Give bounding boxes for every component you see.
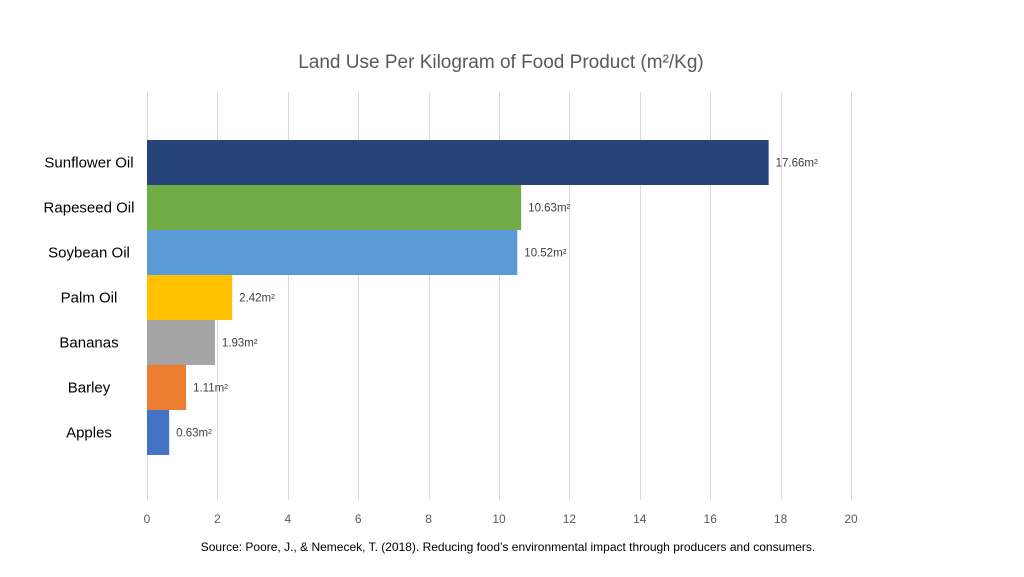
data-label-apples: 0.63m² <box>176 428 212 440</box>
data-label-bananas: 1.93m² <box>222 338 258 350</box>
x-tick-label-0: 0 <box>144 512 151 526</box>
data-label-barley: 1.11m² <box>193 383 228 395</box>
x-axis-ticks: 0 2 4 6 8 10 12 14 16 18 20 <box>144 512 858 526</box>
x-tick-label-16: 16 <box>704 512 718 526</box>
category-label-soybean-oil: Soybean Oil <box>48 245 130 262</box>
data-label-rapeseed-oil: 10.63m² <box>528 203 570 215</box>
bar-soybean-oil <box>147 230 518 275</box>
x-tick-label-2: 2 <box>214 512 221 526</box>
category-label-rapeseed-oil: Rapeseed Oil <box>44 200 135 217</box>
bar-rapeseed-oil <box>147 185 522 230</box>
x-tick-label-10: 10 <box>492 512 506 526</box>
bar-sunflower-oil <box>147 140 769 185</box>
category-label-palm-oil: Palm Oil <box>61 290 118 307</box>
x-tick-label-4: 4 <box>284 512 291 526</box>
category-label-barley: Barley <box>68 380 111 397</box>
x-tick-label-12: 12 <box>563 512 577 526</box>
category-label-sunflower-oil: Sunflower Oil <box>44 155 133 172</box>
bar-bananas <box>147 320 215 365</box>
x-tick-label-18: 18 <box>774 512 788 526</box>
category-label-apples: Apples <box>66 425 112 442</box>
source-note: Source: Poore, J., & Nemecek, T. (2018).… <box>200 540 816 554</box>
x-tick-label-8: 8 <box>425 512 432 526</box>
bar-palm-oil <box>147 275 233 320</box>
x-tick-label-14: 14 <box>633 512 647 526</box>
bars <box>147 140 769 455</box>
data-label-palm-oil: 2.42m² <box>239 293 275 305</box>
data-label-sunflower-oil: 17.66m² <box>776 158 818 170</box>
data-label-soybean-oil: 10.52m² <box>524 248 566 260</box>
category-labels: Sunflower Oil Rapeseed Oil Soybean Oil Palm… <box>44 155 135 442</box>
bar-apples <box>147 410 170 455</box>
x-tick-label-20: 20 <box>844 512 858 526</box>
bar-barley <box>147 365 187 410</box>
category-label-bananas: Bananas <box>59 335 118 352</box>
data-labels: 17.66m² 10.63m² 10.52m² 2.42m² 1.93m² 1.11m² 0… <box>176 158 818 440</box>
x-tick-label-6: 6 <box>355 512 362 526</box>
chart-title: Land Use Per Kilogram of Food Product (m… <box>298 52 704 73</box>
